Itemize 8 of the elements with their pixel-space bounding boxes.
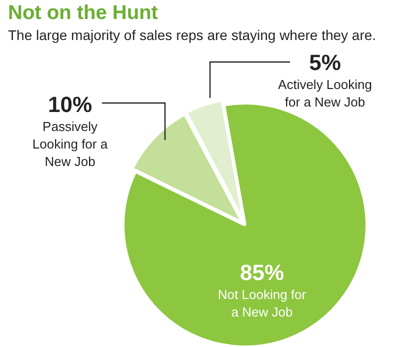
slice-label: Actively Looking for a New Job bbox=[278, 77, 372, 110]
data-label: 5% bbox=[309, 50, 341, 75]
chart-subtitle: The large majority of sales reps are staying where they are. bbox=[8, 27, 376, 43]
data-label: 10% bbox=[48, 92, 92, 117]
slice-label: Not Looking for a New Job bbox=[218, 287, 307, 320]
data-label: 85% bbox=[240, 260, 284, 285]
slice-label: Passively Looking for a New Job bbox=[32, 119, 108, 169]
chart-title: Not on the Hunt bbox=[8, 2, 158, 25]
